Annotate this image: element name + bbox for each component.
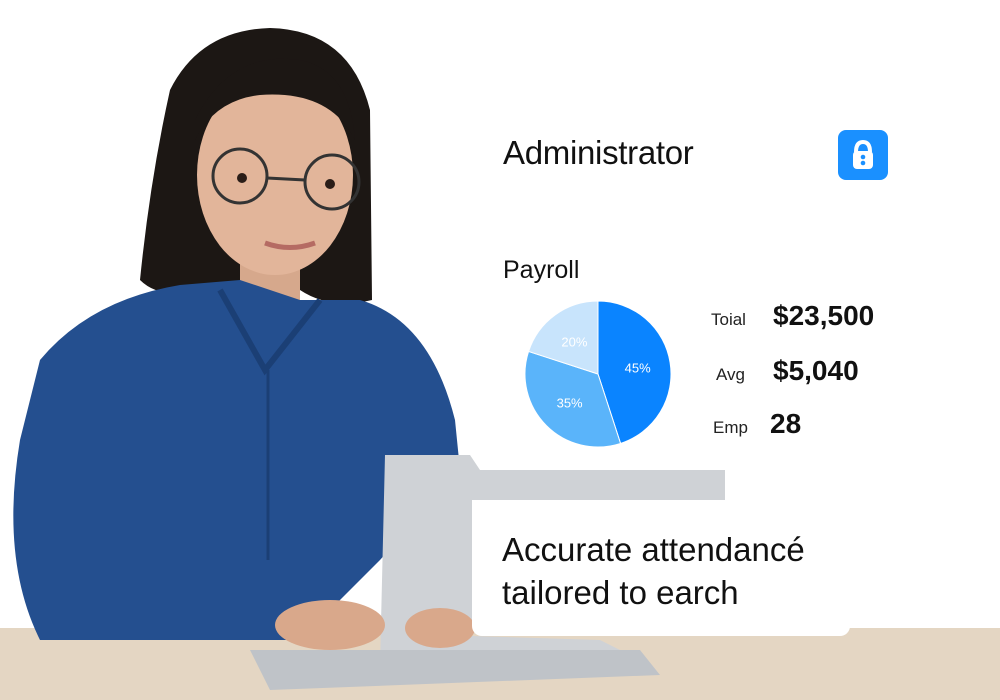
glasses (211, 147, 269, 205)
stat-label: Emp (713, 418, 748, 437)
stat-value: $5,040 (773, 355, 859, 386)
stat-value: $23,500 (773, 300, 875, 331)
lock-icon (853, 139, 873, 169)
lock-button[interactable] (838, 130, 888, 180)
pie-label: 35% (557, 395, 583, 410)
payroll-pie-chart: 45% 35% 20% (524, 300, 672, 448)
card-line-2: tailored to earch (502, 574, 739, 611)
payroll-title: Payroll (503, 256, 580, 284)
stat-value: 28 (770, 408, 802, 439)
pie-label: 45% (625, 361, 651, 376)
stat-label: Toial (711, 310, 746, 329)
feature-card: Accurate attendancé tailored to earch (472, 500, 850, 636)
pie-slice (524, 350, 622, 448)
card-line-1: Accurate attendancé (502, 531, 805, 568)
pie-slice (597, 300, 672, 445)
face (197, 75, 353, 275)
stat-label: Avg (716, 365, 745, 384)
stat-total: Toial $23,500 (711, 300, 874, 332)
pie-label: 20% (561, 335, 587, 350)
pie-slice (527, 300, 599, 375)
stat-emp: Emp 28 (713, 408, 801, 440)
stat-avg: Avg $5,040 (716, 355, 859, 387)
page-title: Administrator (503, 134, 694, 171)
blue-shirt (13, 280, 460, 640)
laptop (380, 455, 725, 665)
